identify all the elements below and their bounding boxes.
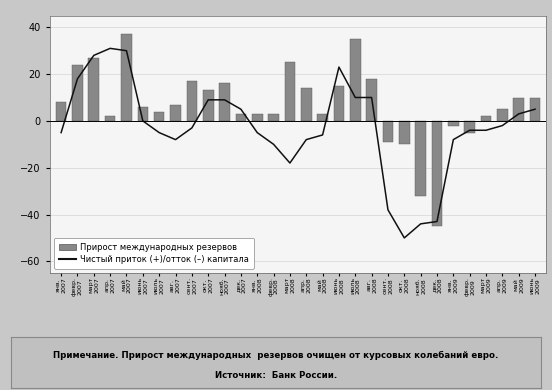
Bar xyxy=(187,81,197,121)
Bar xyxy=(203,90,214,121)
Bar xyxy=(333,86,344,121)
Bar xyxy=(448,121,459,126)
Bar xyxy=(121,34,132,121)
Legend: Прирост международных резервов, Чистый приток (+)/отток (–) капитала: Прирост международных резервов, Чистый п… xyxy=(54,238,253,269)
Bar xyxy=(88,58,99,121)
Bar xyxy=(137,107,148,121)
Bar xyxy=(481,116,491,121)
Bar xyxy=(317,114,328,121)
Bar xyxy=(252,114,263,121)
Bar xyxy=(105,116,115,121)
Bar xyxy=(301,88,311,121)
Bar xyxy=(285,62,295,121)
Bar xyxy=(350,39,360,121)
Bar xyxy=(497,109,508,121)
Bar xyxy=(154,112,164,121)
Bar xyxy=(432,121,442,226)
Bar xyxy=(170,105,181,121)
Bar xyxy=(268,114,279,121)
Bar xyxy=(72,65,83,121)
Bar xyxy=(415,121,426,196)
Bar xyxy=(219,83,230,121)
Bar xyxy=(464,121,475,133)
Bar xyxy=(399,121,410,144)
Text: Примечание. Прирост международных  резервов очищен от курсовых колебаний евро.: Примечание. Прирост международных резерв… xyxy=(54,351,498,360)
Bar xyxy=(236,114,246,121)
Bar xyxy=(56,102,66,121)
Bar xyxy=(367,79,377,121)
Bar xyxy=(530,98,540,121)
Text: Источник:  Банк России.: Источник: Банк России. xyxy=(215,371,337,380)
Bar xyxy=(513,98,524,121)
Bar xyxy=(383,121,393,142)
